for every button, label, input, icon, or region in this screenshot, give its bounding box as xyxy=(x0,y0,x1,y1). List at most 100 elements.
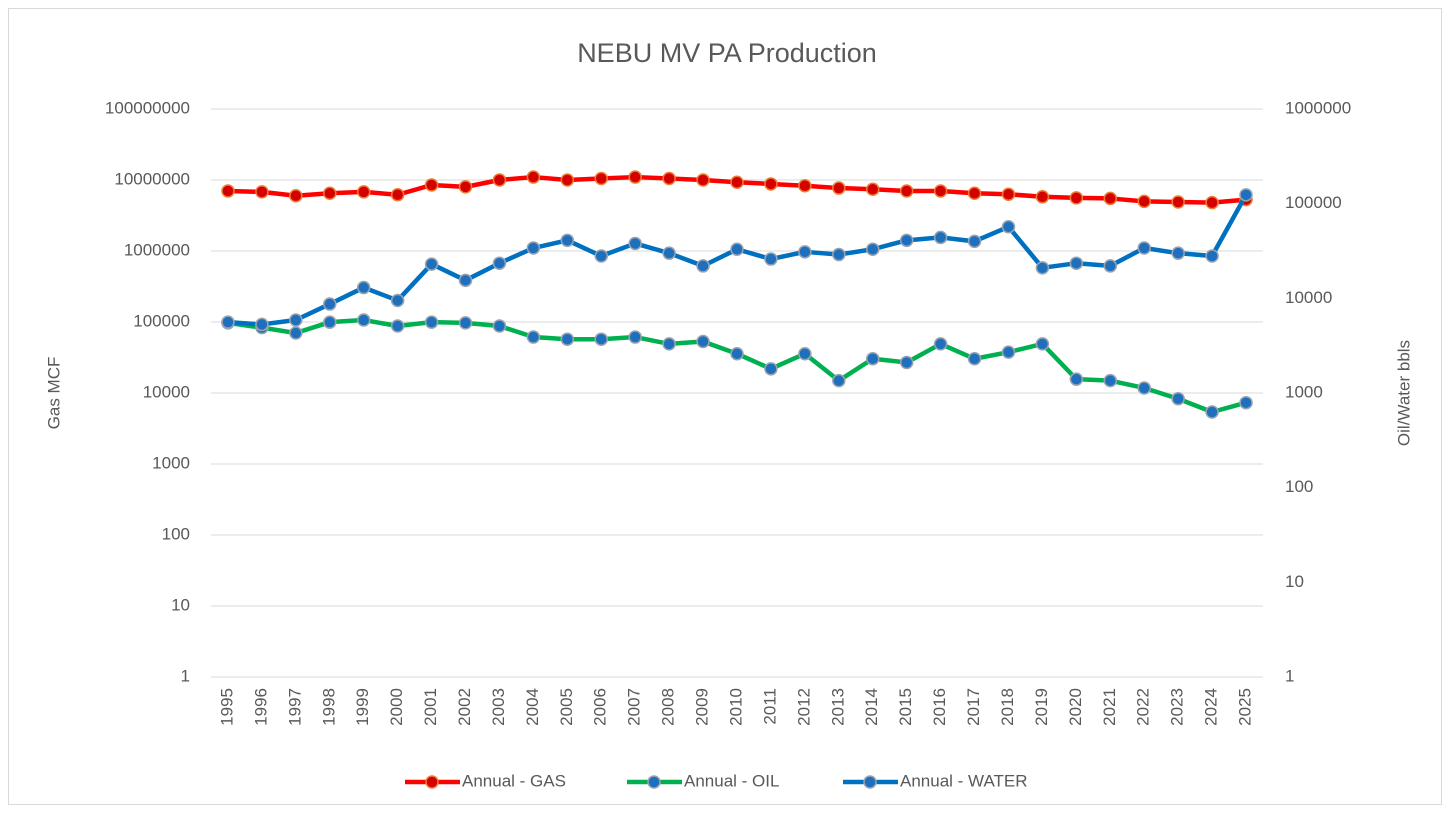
x-tick-label: 1995 xyxy=(217,688,236,726)
data-point xyxy=(594,249,609,263)
x-tick-label: 2017 xyxy=(964,688,983,726)
x-tick-label: 2021 xyxy=(1100,688,1119,726)
data-point xyxy=(662,246,676,260)
data-point xyxy=(255,317,269,332)
x-tick-label: 2000 xyxy=(387,688,406,726)
x-tick-label: 2022 xyxy=(1134,688,1153,726)
data-point xyxy=(865,352,880,366)
data-point xyxy=(390,187,405,202)
x-tick-label: 2018 xyxy=(998,688,1017,726)
x-tick-label: 2011 xyxy=(760,688,779,725)
data-point xyxy=(390,319,405,333)
legend-label: Annual - GAS xyxy=(462,771,566,790)
x-tick-label: 2025 xyxy=(1236,688,1255,726)
x-tick-label: 2014 xyxy=(862,688,881,726)
data-point xyxy=(1239,188,1253,202)
x-tick-label: 2019 xyxy=(1032,688,1051,726)
data-point xyxy=(458,180,473,194)
x-tick-label: 1996 xyxy=(251,688,270,726)
data-point xyxy=(730,175,744,189)
data-point xyxy=(628,170,642,184)
legend-marker xyxy=(647,775,661,789)
y-tick-label: 100 xyxy=(162,524,190,543)
x-tick-label: 2002 xyxy=(455,688,474,726)
data-point xyxy=(798,346,812,361)
data-point xyxy=(356,280,371,295)
data-point xyxy=(1103,373,1118,388)
data-point xyxy=(832,373,846,388)
data-point xyxy=(492,256,507,270)
x-tick-label: 2009 xyxy=(693,688,712,726)
data-point xyxy=(526,241,541,255)
data-point xyxy=(696,173,710,187)
data-point xyxy=(933,230,948,245)
data-point xyxy=(1137,381,1151,395)
data-point xyxy=(458,316,473,330)
data-point xyxy=(899,184,914,198)
data-point xyxy=(628,330,642,344)
data-point xyxy=(1035,190,1050,204)
data-point xyxy=(1069,372,1084,386)
y2-axis-label: Oil/Water bbls xyxy=(1394,340,1413,446)
data-point xyxy=(1205,195,1219,210)
y2-tick-label: 1 xyxy=(1285,666,1294,685)
data-point xyxy=(764,252,778,266)
y2-tick-label: 10 xyxy=(1285,572,1304,591)
y-tick-label: 10000000 xyxy=(114,169,190,188)
data-point xyxy=(560,233,575,248)
data-point xyxy=(865,182,880,197)
data-point xyxy=(492,319,507,333)
data-point xyxy=(492,173,507,187)
data-point xyxy=(289,189,303,203)
y-tick-label: 1000000 xyxy=(124,240,190,259)
data-point xyxy=(1001,345,1016,359)
data-point xyxy=(798,178,812,193)
data-point xyxy=(1171,391,1185,406)
data-point xyxy=(356,313,371,327)
data-point xyxy=(1103,259,1118,273)
data-point xyxy=(832,181,846,195)
x-tick-label: 2007 xyxy=(625,688,644,726)
data-point xyxy=(1001,187,1016,201)
y-tick-label: 10 xyxy=(171,595,190,614)
data-point xyxy=(933,337,948,351)
x-tick-label: 2024 xyxy=(1202,688,1221,726)
data-point xyxy=(1069,256,1084,270)
y2-tick-label: 100000 xyxy=(1285,193,1342,212)
x-tick-label: 1999 xyxy=(353,688,372,726)
data-point xyxy=(221,315,235,329)
x-tick-label: 2015 xyxy=(896,688,915,726)
y-tick-label: 1 xyxy=(181,666,190,685)
data-point xyxy=(764,177,778,191)
x-tick-label: 2012 xyxy=(794,688,813,726)
data-point xyxy=(1239,395,1253,410)
data-point xyxy=(526,170,541,184)
y-tick-label: 10000 xyxy=(143,382,190,401)
data-point xyxy=(1205,405,1219,419)
data-point xyxy=(764,362,778,376)
x-tick-label: 2008 xyxy=(659,688,678,726)
data-point xyxy=(323,186,337,201)
x-tick-label: 2003 xyxy=(489,688,508,726)
y2-tick-label: 100 xyxy=(1285,477,1313,496)
y2-tick-label: 1000 xyxy=(1285,382,1323,401)
legend-marker xyxy=(863,775,877,789)
data-point xyxy=(730,242,744,256)
legend-marker xyxy=(425,775,439,789)
x-tick-label: 2013 xyxy=(828,688,847,726)
data-point xyxy=(1171,195,1185,209)
data-point xyxy=(526,330,541,344)
data-point xyxy=(798,245,812,259)
x-tick-label: 1998 xyxy=(319,688,338,726)
data-point xyxy=(899,233,914,248)
data-point xyxy=(1137,241,1151,255)
data-point xyxy=(696,259,710,273)
data-point xyxy=(560,332,575,346)
x-tick-label: 2023 xyxy=(1168,688,1187,726)
y-tick-label: 100000 xyxy=(133,311,190,330)
data-point xyxy=(221,184,235,198)
legend-label: Annual - OIL xyxy=(684,771,779,790)
data-point xyxy=(865,242,880,256)
x-tick-label: 2005 xyxy=(557,688,576,726)
